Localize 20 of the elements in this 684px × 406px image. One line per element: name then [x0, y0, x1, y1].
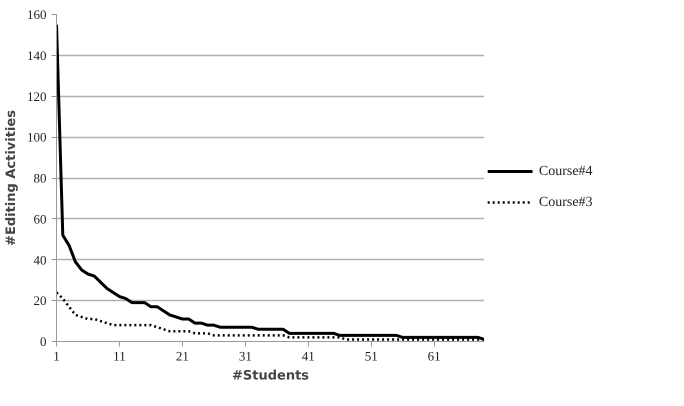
x-tick-label: 11 — [113, 348, 126, 364]
x-tick-label: 31 — [238, 348, 252, 364]
x-tick-label: 1 — [53, 348, 60, 364]
x-tick-label: 61 — [428, 348, 441, 364]
x-tick-label: 51 — [364, 348, 378, 364]
y-tick-label: 0 — [40, 334, 46, 349]
y-tick-label: 140 — [27, 48, 46, 63]
y-tick-label: 60 — [34, 211, 46, 226]
legend-label: Course#3 — [538, 195, 593, 210]
x-tick-label: 41 — [302, 348, 315, 364]
y-tick-label: 40 — [34, 252, 46, 268]
legend-label: Course#4 — [538, 164, 593, 179]
y-axis-title: #Editing Activities — [4, 110, 19, 246]
y-tick-label: 80 — [34, 170, 46, 186]
y-tick-label: 160 — [27, 7, 46, 22]
y-tick-label: 120 — [27, 88, 46, 104]
x-axis-title: #Students — [232, 368, 310, 384]
y-tick-label: 100 — [27, 130, 46, 145]
x-tick-label: 21 — [176, 348, 189, 364]
y-tick-label: 20 — [34, 293, 46, 308]
